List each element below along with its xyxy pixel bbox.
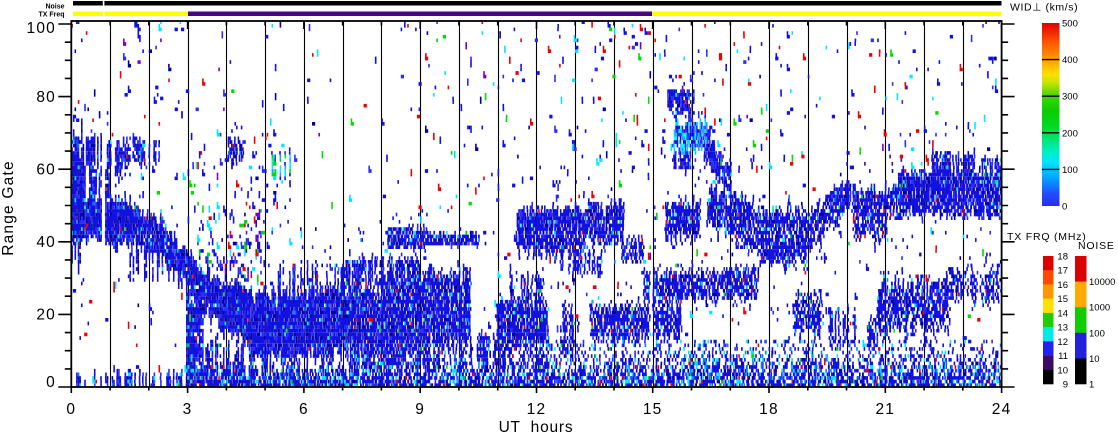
svg-text:200: 200 bbox=[1062, 128, 1078, 139]
svg-text:NOISE: NOISE bbox=[1078, 240, 1115, 252]
svg-text:300: 300 bbox=[1062, 92, 1078, 103]
svg-text:24: 24 bbox=[992, 401, 1012, 418]
svg-text:18: 18 bbox=[759, 401, 779, 418]
svg-text:400: 400 bbox=[1062, 55, 1078, 66]
svg-text:Noise: Noise bbox=[45, 4, 64, 11]
svg-text:3: 3 bbox=[183, 401, 193, 418]
svg-text:40: 40 bbox=[36, 234, 56, 251]
svg-text:TX Freq: TX Freq bbox=[38, 12, 64, 19]
svg-text:15: 15 bbox=[1057, 294, 1068, 305]
svg-text:10000: 10000 bbox=[1089, 277, 1115, 288]
svg-text:500: 500 bbox=[1062, 19, 1078, 30]
svg-text:9: 9 bbox=[1063, 380, 1068, 391]
svg-text:1: 1 bbox=[1089, 380, 1094, 391]
svg-text:18: 18 bbox=[1057, 252, 1068, 263]
svg-text:6: 6 bbox=[299, 401, 309, 418]
svg-text:0: 0 bbox=[66, 401, 76, 418]
svg-text:WID⊥ (km/s): WID⊥ (km/s) bbox=[1010, 2, 1078, 14]
svg-text:14: 14 bbox=[1057, 308, 1068, 319]
svg-text:9: 9 bbox=[415, 401, 425, 418]
svg-text:100: 100 bbox=[1062, 165, 1078, 176]
svg-text:10: 10 bbox=[1057, 365, 1068, 376]
svg-text:12: 12 bbox=[1057, 337, 1068, 348]
svg-text:60: 60 bbox=[36, 161, 56, 178]
svg-text:UT hours: UT hours bbox=[499, 419, 574, 435]
svg-text:TX FRQ (MHz): TX FRQ (MHz) bbox=[1007, 231, 1087, 243]
svg-text:11: 11 bbox=[1058, 351, 1068, 362]
svg-text:Range Gate: Range Gate bbox=[0, 160, 17, 256]
svg-text:16: 16 bbox=[1057, 280, 1068, 291]
svg-text:17: 17 bbox=[1057, 266, 1068, 277]
svg-text:10: 10 bbox=[1089, 354, 1100, 365]
svg-text:100: 100 bbox=[1089, 328, 1105, 339]
svg-text:0: 0 bbox=[1062, 202, 1067, 213]
svg-text:20: 20 bbox=[36, 307, 56, 324]
svg-text:80: 80 bbox=[36, 89, 56, 106]
svg-text:100: 100 bbox=[27, 20, 56, 37]
svg-text:15: 15 bbox=[643, 401, 663, 418]
svg-text:12: 12 bbox=[527, 401, 547, 418]
svg-text:13: 13 bbox=[1057, 323, 1068, 334]
svg-text:0: 0 bbox=[46, 374, 56, 391]
svg-text:1000: 1000 bbox=[1089, 303, 1110, 314]
svg-text:21: 21 bbox=[875, 401, 895, 418]
